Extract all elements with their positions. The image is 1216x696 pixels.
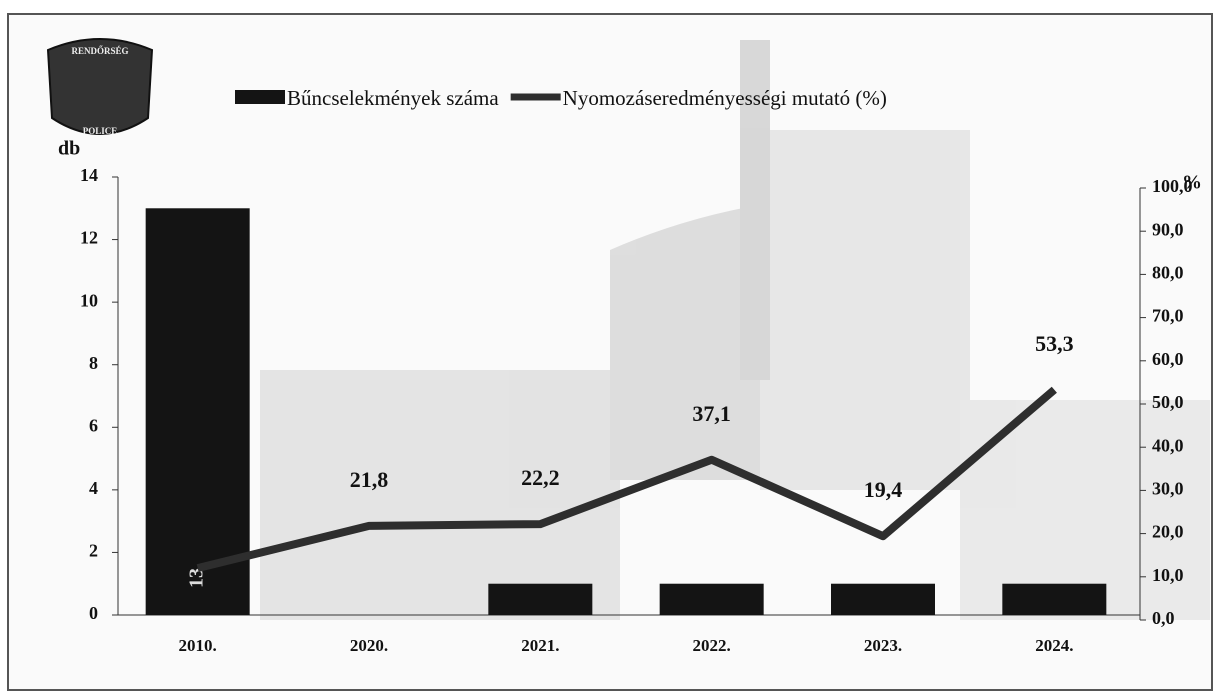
x-tick-label: 2022. [693,636,731,655]
bar-value-label: 13 [185,568,207,588]
x-tick-label: 2021. [521,636,559,655]
bar [146,208,250,615]
x-tick-label: 2024. [1035,636,1073,655]
bar [1002,584,1106,615]
y2-tick-label: 50,0 [1152,392,1184,412]
line-value-label: 19,4 [864,477,903,502]
y-tick-label: 10 [80,290,98,310]
line-value-label: 21,8 [350,467,389,492]
logo-bottom: POLICE [83,126,118,136]
bar [831,584,935,615]
y-tick-label: 0 [89,603,98,623]
y-tick-label: 4 [89,478,98,498]
x-tick-label: 2010. [179,636,217,655]
legend-swatch [235,90,285,104]
x-tick-label: 2020. [350,636,388,655]
bar [488,584,592,615]
line-value-label: 53,3 [1035,331,1074,356]
y2-tick-label: 100,0 [1152,176,1193,196]
y2-tick-label: 0,0 [1152,608,1175,628]
y2-tick-label: 70,0 [1152,306,1184,326]
y2-tick-label: 60,0 [1152,349,1184,369]
logo: RENDŐRSÉG POLICE [48,39,152,136]
y2-tick-label: 30,0 [1152,479,1184,499]
y-axis-label: db [58,138,80,160]
y-tick-label: 14 [80,165,98,185]
y2-tick-label: 10,0 [1152,565,1184,585]
chart: RENDŐRSÉG POLICE db % 024681012140,010,0… [0,0,1216,696]
bar [660,584,764,615]
y2-tick-label: 90,0 [1152,219,1184,239]
legend-label: Bűncselekmények száma [287,86,499,110]
legend-label: Nyomozáseredményességi mutató (%) [563,86,887,110]
y2-tick-label: 20,0 [1152,522,1184,542]
line-value-label: 37,1 [692,401,731,426]
y2-tick-label: 40,0 [1152,435,1184,455]
y-tick-label: 6 [89,415,98,435]
y-tick-label: 8 [89,353,98,373]
x-tick-label: 2023. [864,636,902,655]
y-tick-label: 12 [80,228,98,248]
y2-tick-label: 80,0 [1152,263,1184,283]
y-tick-label: 2 [89,541,98,561]
line-value-label: 22,2 [521,465,560,490]
logo-top: RENDŐRSÉG [71,46,128,56]
